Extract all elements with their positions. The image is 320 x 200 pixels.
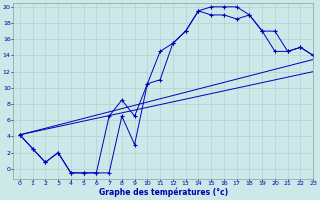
X-axis label: Graphe des températures (°c): Graphe des températures (°c) bbox=[99, 188, 228, 197]
